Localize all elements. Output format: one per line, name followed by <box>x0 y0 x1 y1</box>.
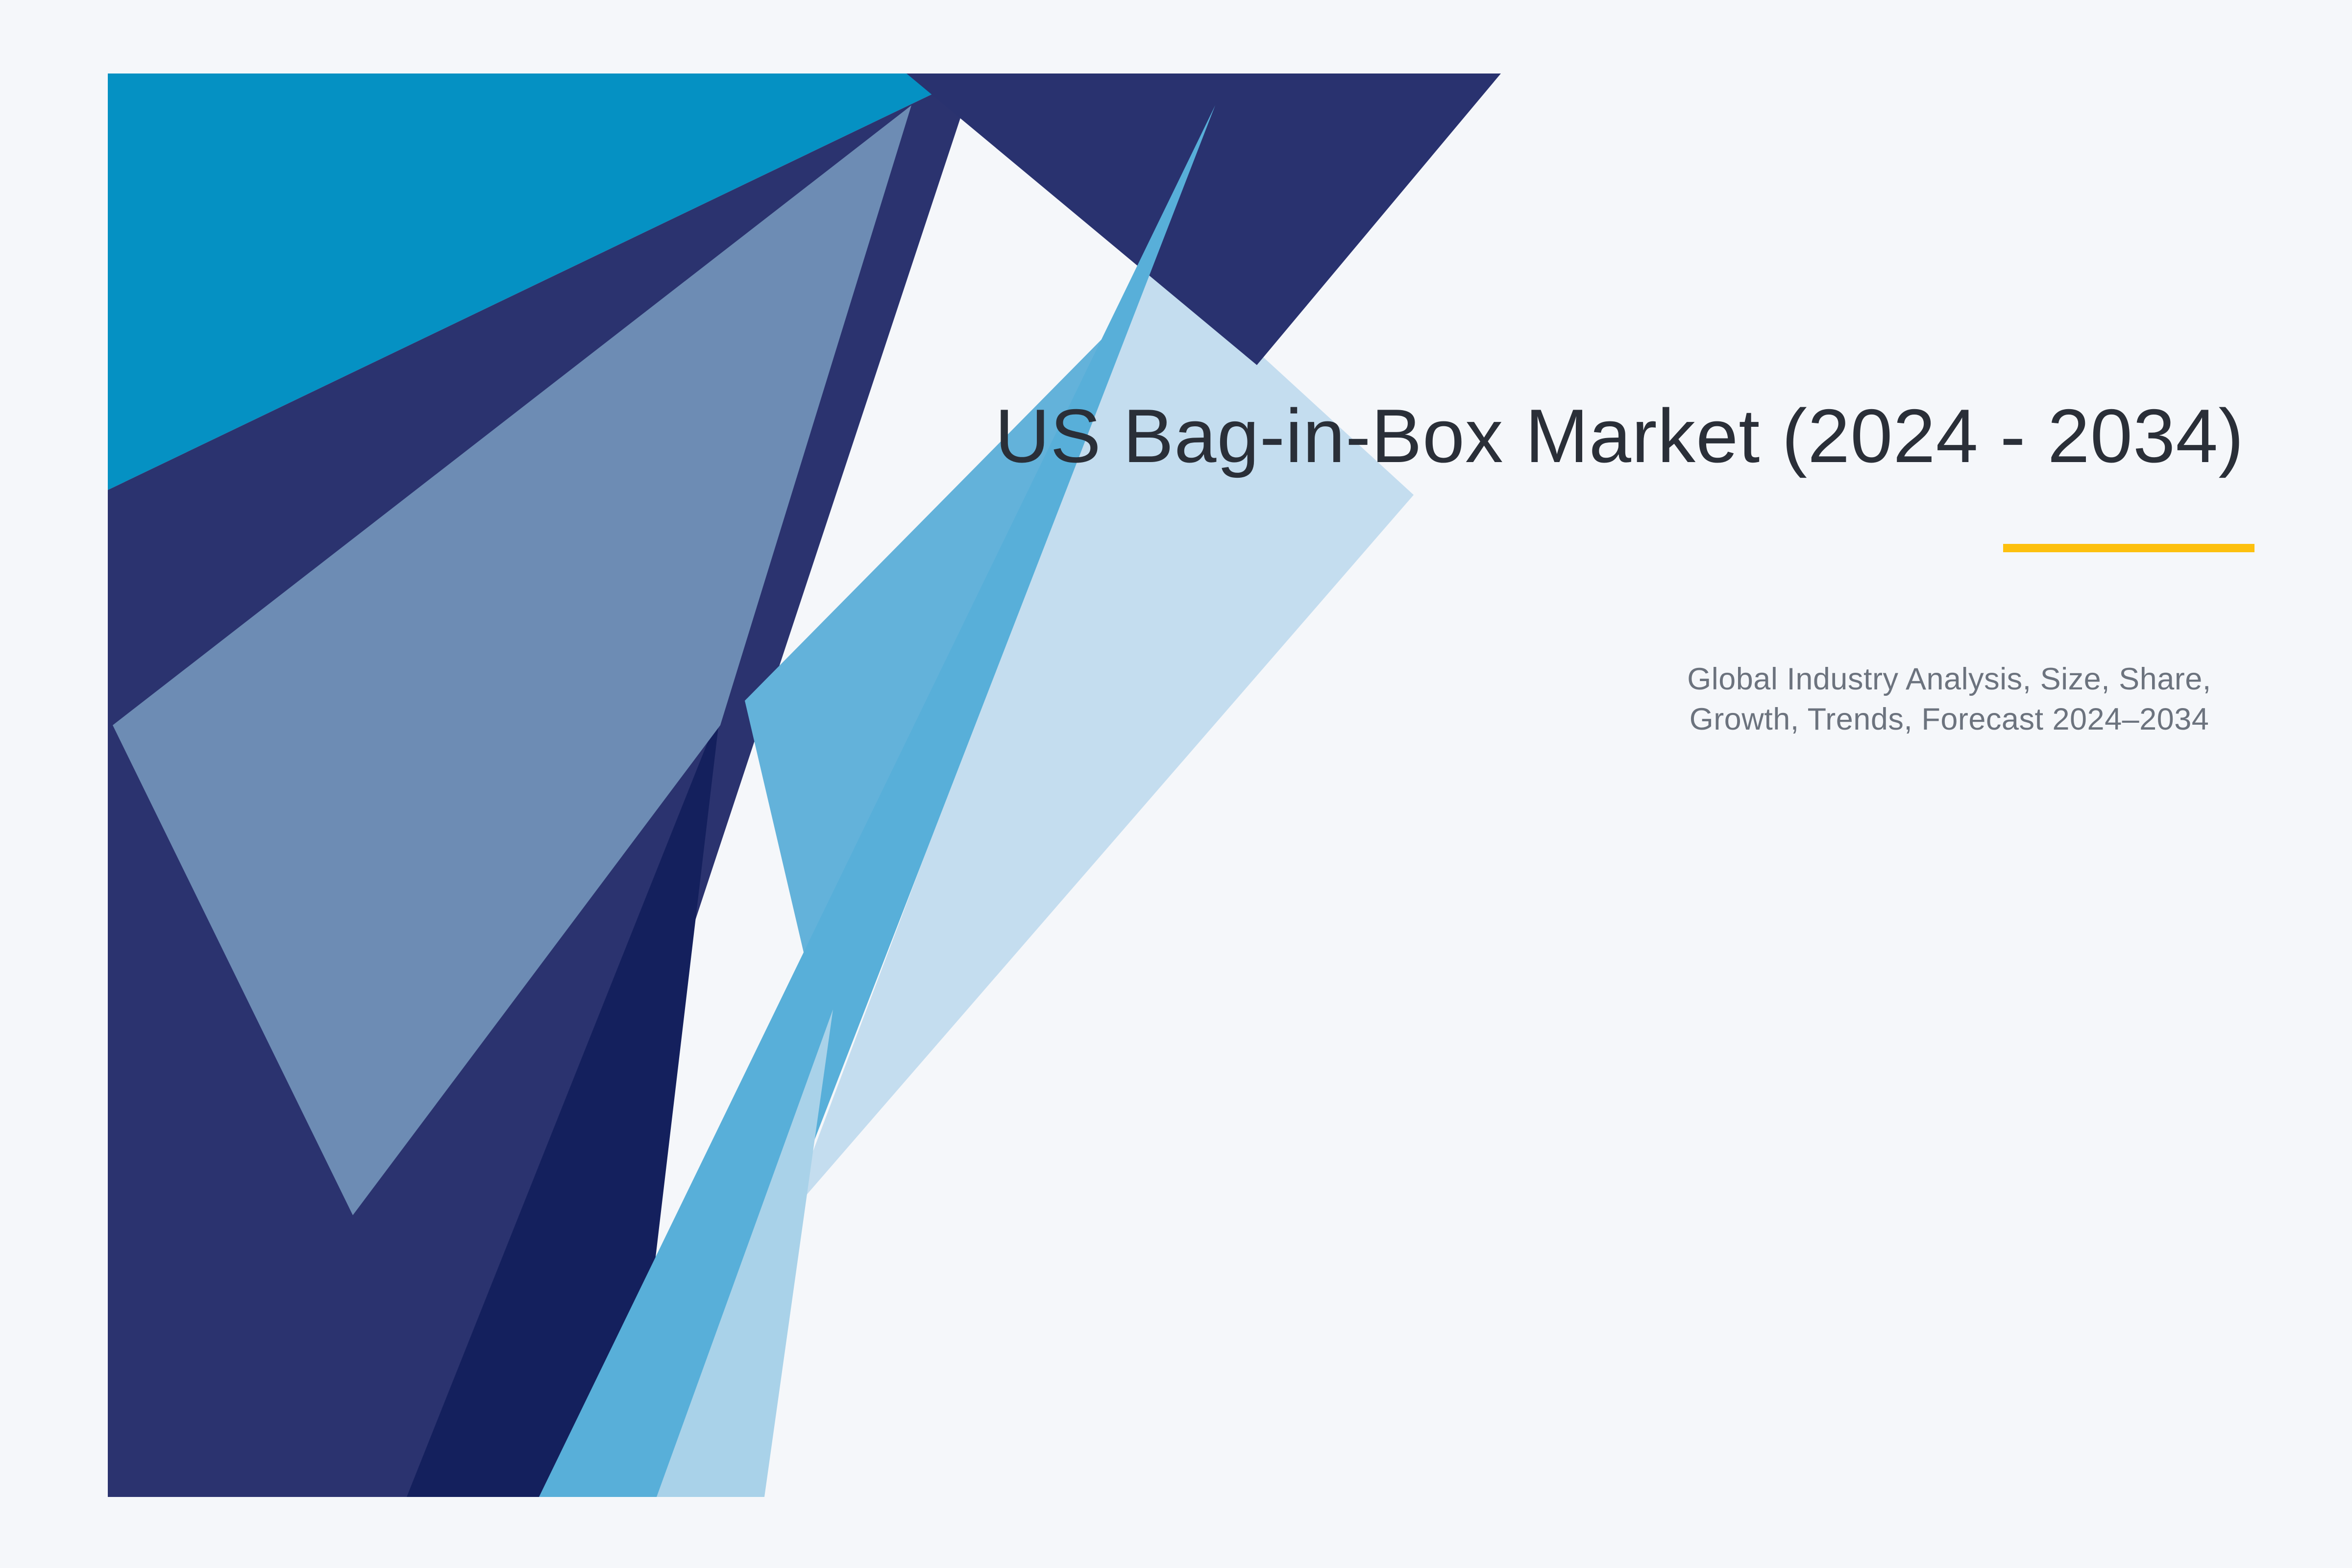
subtitle-line-1: Global Industry Analysis, Size, Share, <box>1687 662 2211 696</box>
subtitle-line-2: Growth, Trends, Forecast 2024–2034 <box>1689 702 2209 736</box>
accent-underline <box>2003 544 2254 552</box>
pale-blue-diamond-shape <box>789 255 1414 1215</box>
sky-blue-spike-shape <box>539 105 1215 1497</box>
steel-blue-kite-shape <box>113 105 911 1215</box>
page-title: US Bag-in-Box Market (2024 - 2034) <box>995 393 2244 478</box>
navy-top-triangle-shape <box>906 74 1501 365</box>
pale-bottom-wedge-shape <box>657 1009 833 1497</box>
page-subtitle: Global Industry Analysis, Size, Share, G… <box>1582 659 2317 739</box>
